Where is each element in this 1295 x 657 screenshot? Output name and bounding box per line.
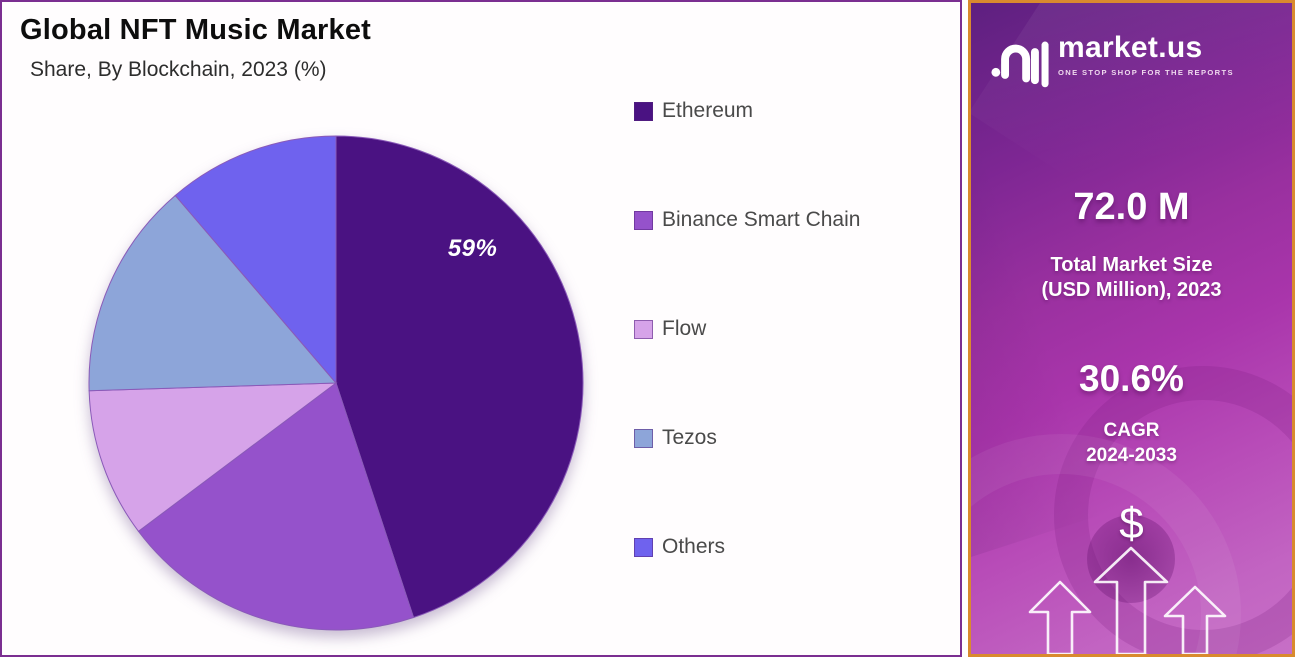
chart-subtitle: Share, By Blockchain, 2023 (%): [30, 58, 327, 81]
pie-slice-ethereum: [335, 135, 584, 619]
pie-slice-tezos: [88, 194, 338, 392]
cagr-label-line2: 2024-2033: [1086, 445, 1177, 466]
brand-name: market.us: [1058, 31, 1203, 64]
chart-panel: Global NFT Music Market Share, By Blockc…: [0, 0, 962, 657]
legend-item: Tezos: [634, 425, 860, 451]
legend-swatch: [634, 537, 653, 557]
stat-market-size: 72.0 M Total Market Size (USD Million), …: [971, 186, 1292, 303]
legend: Ethereum Binance Smart Chain Flow Tezos Othe…: [634, 98, 860, 643]
pie-slice-flow: [88, 382, 338, 533]
legend-item: Binance Smart Chain: [634, 207, 860, 233]
brand-logo-text: market.us ONE STOP SHOP FOR THE REPORTS: [1058, 31, 1234, 77]
cagr-label-line1: CAGR: [1103, 420, 1160, 441]
pie-slice-others: [174, 135, 337, 385]
dollar-icon: $: [1119, 499, 1144, 548]
cagr-value: 30.6%: [1079, 358, 1184, 399]
legend-label: Flow: [662, 317, 707, 340]
stat-cagr: 30.6% CAGR 2024-2033: [971, 358, 1292, 468]
legend-item: Flow: [634, 316, 860, 342]
market-size-label-line1: Total Market Size: [1050, 254, 1213, 276]
legend-label: Tezos: [662, 426, 717, 449]
pie-chart: 59%: [83, 130, 589, 636]
market-size-label-line2: (USD Million), 2023: [1041, 279, 1222, 301]
legend-swatch: [634, 319, 653, 339]
legend-label: Ethereum: [662, 99, 754, 122]
chart-title: Global NFT Music Market: [20, 14, 372, 46]
pie-chart-svg: [88, 135, 584, 631]
pie-slice-binance-smart-chain: [137, 382, 415, 631]
legend-label: Others: [662, 535, 726, 558]
growth-arrows-icon: [1028, 546, 1227, 654]
legend-item: Ethereum: [634, 98, 860, 124]
legend-item: Others: [634, 534, 860, 560]
legend-swatch: [634, 210, 653, 230]
market-size-value: 72.0 M: [1073, 186, 1190, 228]
legend-label: Binance Smart Chain: [662, 208, 861, 231]
brand-panel: market.us ONE STOP SHOP FOR THE REPORTS …: [968, 0, 1295, 657]
legend-swatch: [634, 428, 653, 448]
dollar-circle: [1087, 515, 1175, 603]
pie-slice-data-label: 59%: [447, 234, 498, 262]
legend-swatch: [634, 101, 653, 121]
marketus-logo-icon: [991, 41, 1049, 88]
brand-tagline: ONE STOP SHOP FOR THE REPORTS: [1058, 68, 1234, 77]
brand-logo: market.us ONE STOP SHOP FOR THE REPORTS: [991, 31, 1234, 89]
